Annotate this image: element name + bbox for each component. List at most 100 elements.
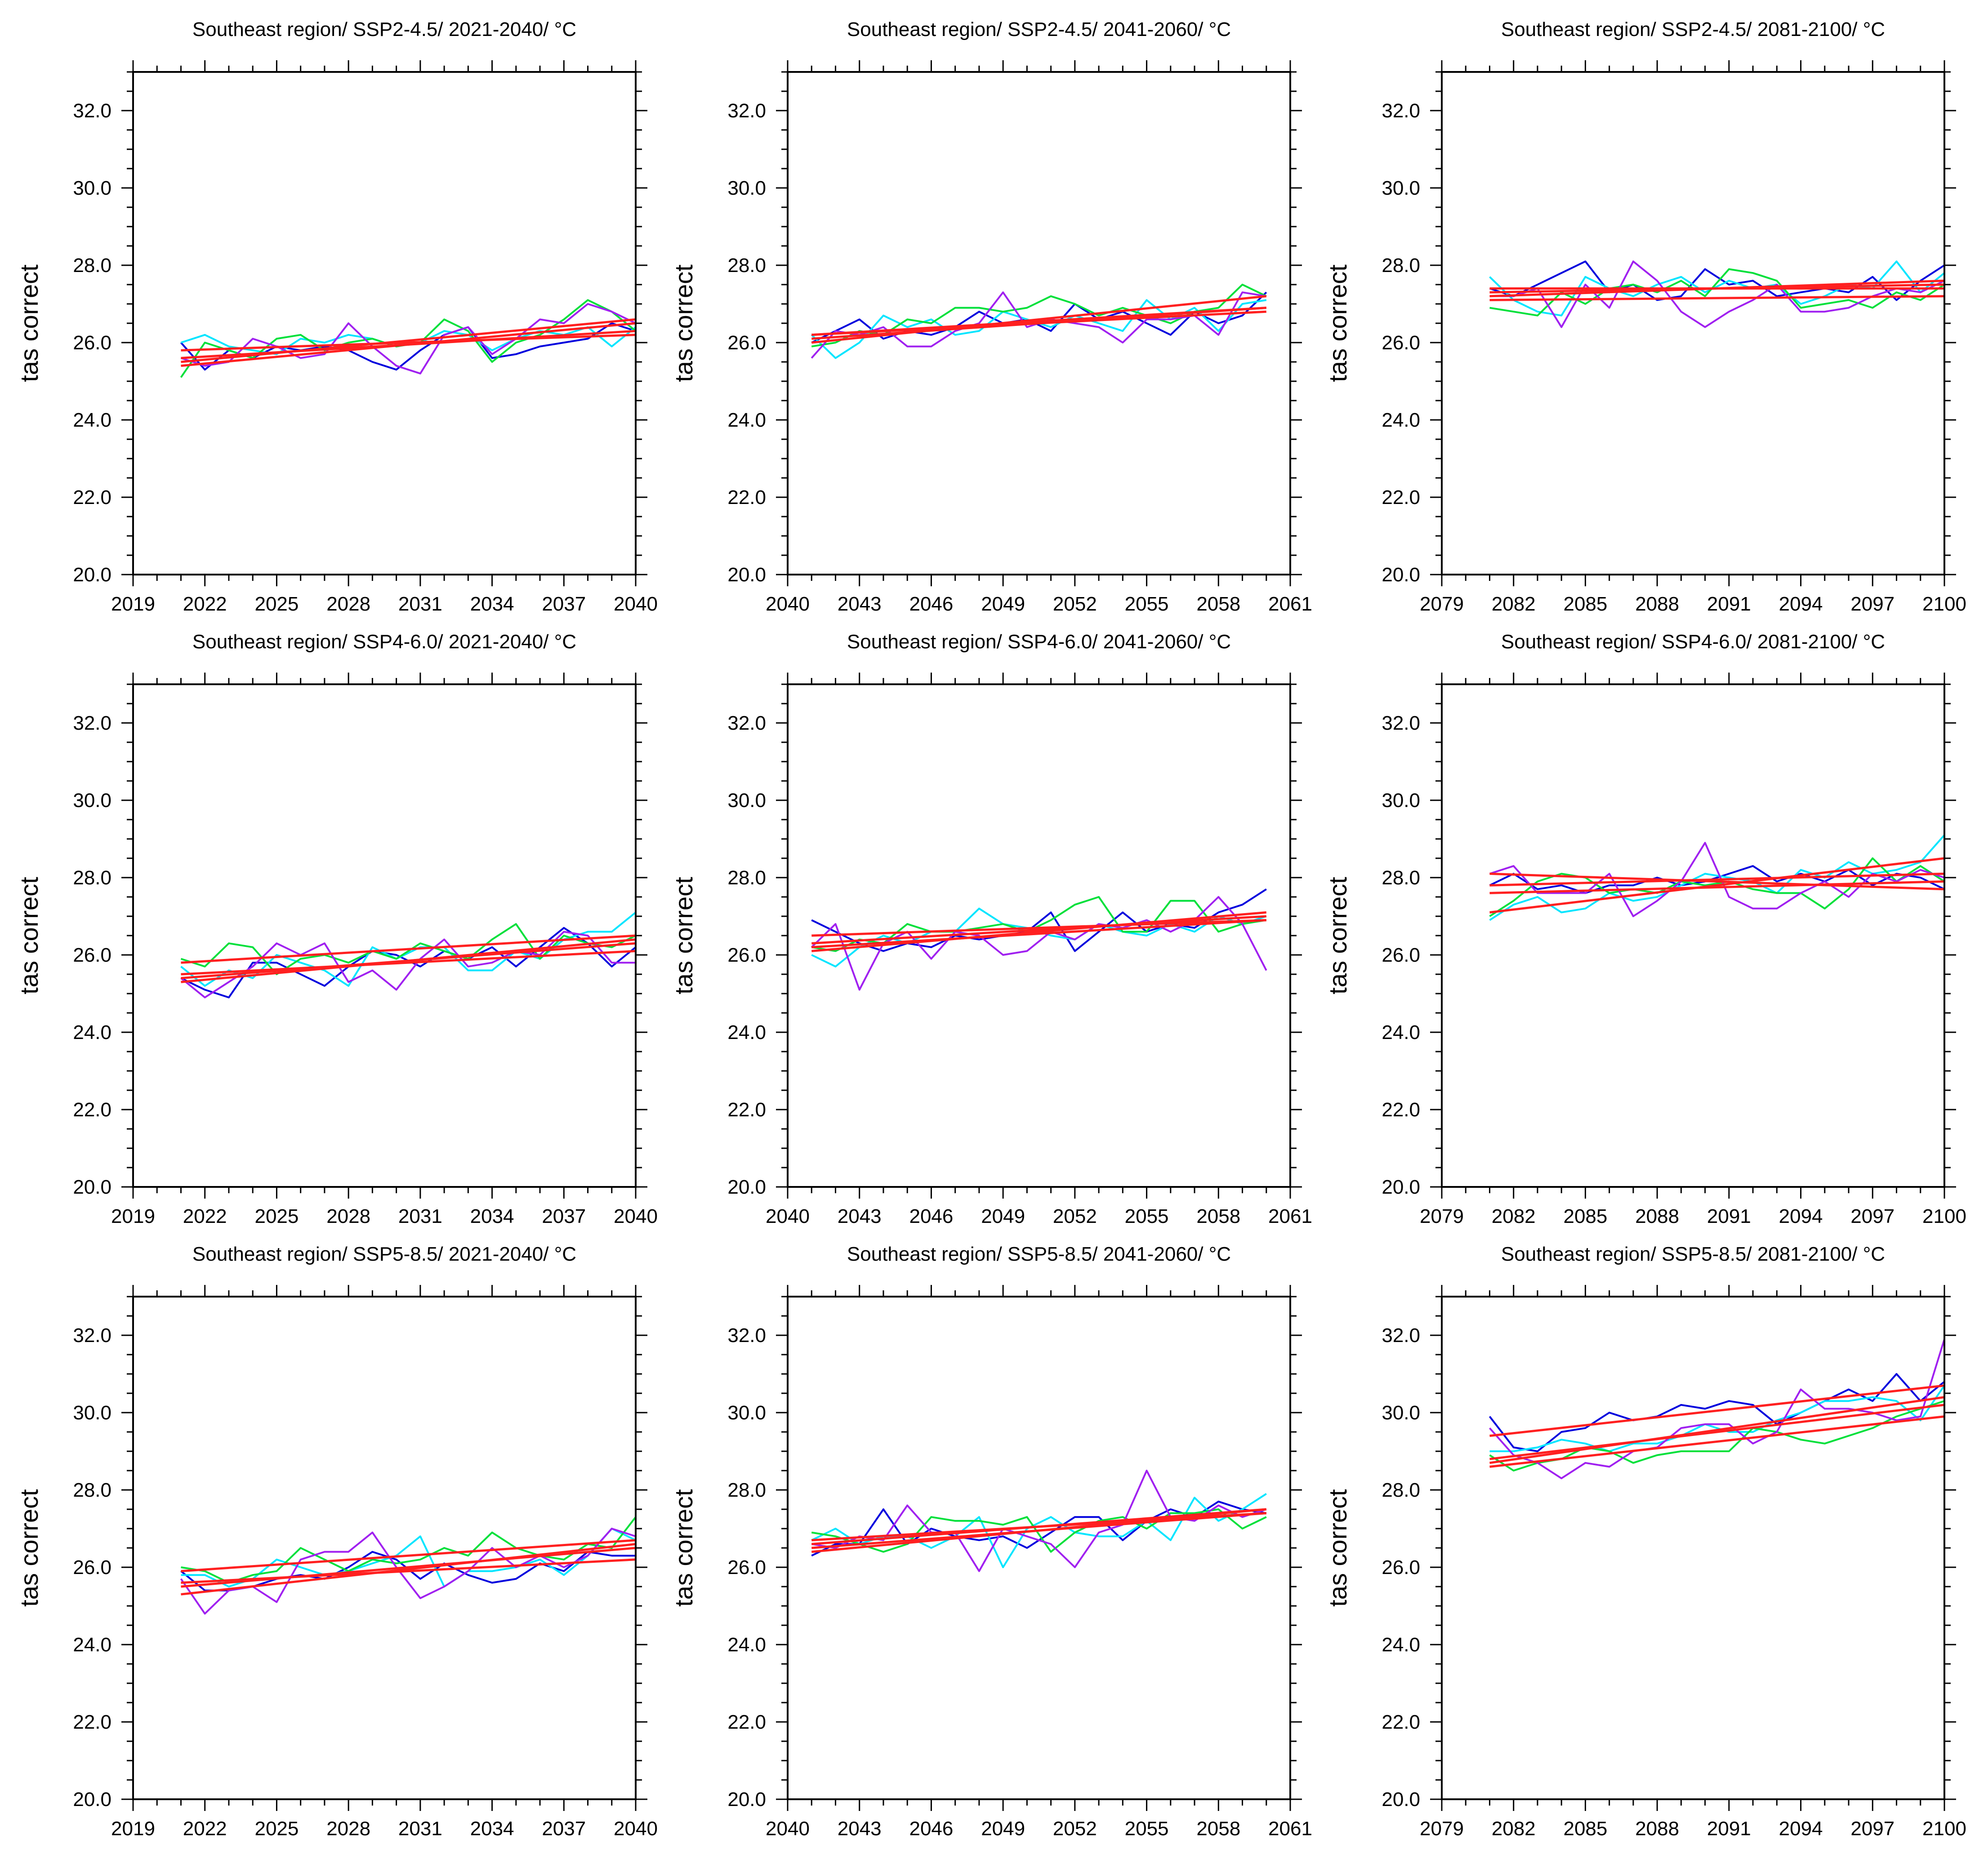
y-tick-label: 28.0 bbox=[727, 254, 766, 276]
x-tick-label: 2031 bbox=[398, 593, 442, 615]
chart-panel-9: Southeast region/ SSP5-8.5/ 2081-2100/ °… bbox=[1324, 1243, 1966, 1840]
series-line-model-3 bbox=[1489, 1400, 1945, 1472]
y-tick-label: 22.0 bbox=[73, 486, 111, 508]
y-axis-label: tas correct bbox=[15, 877, 43, 994]
x-tick-label: 2061 bbox=[1268, 1818, 1312, 1840]
chart-panel-4: Southeast region/ SSP4-6.0/ 2021-2040/ °… bbox=[15, 631, 658, 1227]
y-tick-label: 32.0 bbox=[73, 100, 111, 122]
y-tick-label: 20.0 bbox=[1382, 1788, 1420, 1810]
y-tick-label: 24.0 bbox=[1382, 1634, 1420, 1656]
y-tick-label: 24.0 bbox=[73, 409, 111, 431]
x-tick-label: 2052 bbox=[1053, 593, 1097, 615]
x-tick-label: 2022 bbox=[183, 1205, 227, 1227]
x-tick-label: 2088 bbox=[1635, 1818, 1679, 1840]
x-tick-label: 2094 bbox=[1779, 593, 1823, 615]
plot-frame bbox=[132, 683, 637, 1188]
y-tick-label: 22.0 bbox=[73, 1099, 111, 1121]
x-tick-label: 2040 bbox=[614, 1818, 658, 1840]
chart-title: Southeast region/ SSP5-8.5/ 2081-2100/ °… bbox=[1501, 1243, 1885, 1265]
y-tick-label: 20.0 bbox=[1382, 564, 1420, 586]
y-tick-label: 24.0 bbox=[1382, 409, 1420, 431]
x-tick-label: 2028 bbox=[326, 1205, 370, 1227]
series-line-model-1 bbox=[811, 1500, 1267, 1557]
y-tick-label: 22.0 bbox=[1382, 1711, 1420, 1733]
y-tick-label: 26.0 bbox=[1382, 944, 1420, 966]
plot-frame bbox=[1441, 71, 1945, 575]
chart-panel-8: Southeast region/ SSP5-8.5/ 2041-2060/ °… bbox=[669, 1243, 1312, 1840]
y-tick-label: 20.0 bbox=[727, 1176, 766, 1198]
y-tick-label: 28.0 bbox=[1382, 867, 1420, 889]
series-line-model-4 bbox=[1489, 1339, 1945, 1480]
x-tick-label: 2058 bbox=[1196, 1818, 1240, 1840]
trend-line-4 bbox=[181, 1547, 636, 1588]
y-tick-label: 30.0 bbox=[1382, 177, 1420, 199]
trend-line-3 bbox=[181, 334, 636, 352]
y-tick-label: 30.0 bbox=[1382, 1402, 1420, 1424]
trend-line-4 bbox=[1489, 1396, 1945, 1464]
x-tick-label: 2052 bbox=[1053, 1818, 1097, 1840]
x-tick-label: 2049 bbox=[981, 593, 1025, 615]
x-tick-label: 2091 bbox=[1707, 1205, 1751, 1227]
y-tick-label: 32.0 bbox=[1382, 1324, 1420, 1347]
x-tick-label: 2019 bbox=[111, 1205, 155, 1227]
x-tick-label: 2034 bbox=[470, 1205, 514, 1227]
chart-panel-2: Southeast region/ SSP2-4.5/ 2041-2060/ °… bbox=[669, 18, 1312, 615]
x-tick-label: 2046 bbox=[909, 1818, 953, 1840]
x-tick-label: 2094 bbox=[1779, 1205, 1823, 1227]
y-tick-label: 26.0 bbox=[1382, 1556, 1420, 1579]
y-tick-label: 22.0 bbox=[73, 1711, 111, 1733]
chart-title: Southeast region/ SSP2-4.5/ 2081-2100/ °… bbox=[1501, 18, 1885, 40]
x-tick-label: 2034 bbox=[470, 1818, 514, 1840]
x-tick-label: 2055 bbox=[1125, 593, 1169, 615]
trend-line-4 bbox=[181, 318, 636, 363]
x-tick-label: 2040 bbox=[614, 1205, 658, 1227]
chart-title: Southeast region/ SSP2-4.5/ 2021-2040/ °… bbox=[192, 18, 576, 40]
y-axis-label: tas correct bbox=[15, 1489, 43, 1607]
x-tick-label: 2043 bbox=[838, 1818, 882, 1840]
x-tick-label: 2061 bbox=[1268, 1205, 1312, 1227]
series-line-model-1 bbox=[811, 888, 1267, 952]
trend-line-1 bbox=[811, 911, 1266, 952]
y-axis-label: tas correct bbox=[1324, 877, 1352, 994]
x-tick-label: 2085 bbox=[1563, 593, 1607, 615]
x-tick-label: 2091 bbox=[1707, 1818, 1751, 1840]
series-line-model-1 bbox=[1489, 1373, 1945, 1452]
x-tick-label: 2025 bbox=[254, 1818, 299, 1840]
y-tick-label: 30.0 bbox=[73, 789, 111, 812]
y-tick-label: 28.0 bbox=[727, 867, 766, 889]
series-line-model-2 bbox=[1489, 834, 1945, 921]
chart-panel-7: Southeast region/ SSP5-8.5/ 2021-2040/ °… bbox=[15, 1243, 658, 1840]
chart-title: Southeast region/ SSP4-6.0/ 2081-2100/ °… bbox=[1501, 631, 1885, 653]
y-tick-label: 32.0 bbox=[73, 1324, 111, 1347]
plot-frame bbox=[787, 1296, 1291, 1800]
x-tick-label: 2082 bbox=[1492, 1205, 1536, 1227]
y-tick-label: 22.0 bbox=[1382, 486, 1420, 508]
y-tick-label: 28.0 bbox=[73, 867, 111, 889]
x-tick-label: 2058 bbox=[1196, 1205, 1240, 1227]
trend-line-3 bbox=[181, 1539, 636, 1573]
x-tick-label: 2040 bbox=[766, 1818, 810, 1840]
plot-frame bbox=[132, 1296, 637, 1800]
x-tick-label: 2097 bbox=[1850, 1818, 1894, 1840]
trend-line-4 bbox=[1489, 872, 1945, 891]
plot-frame bbox=[132, 71, 637, 575]
series-line-model-3 bbox=[180, 299, 637, 378]
series-line-model-2 bbox=[181, 1528, 636, 1588]
x-tick-label: 2031 bbox=[398, 1205, 442, 1227]
x-tick-label: 2079 bbox=[1420, 1205, 1464, 1227]
x-tick-label: 2046 bbox=[909, 593, 953, 615]
chart-panel-1: Southeast region/ SSP2-4.5/ 2021-2040/ °… bbox=[15, 18, 658, 615]
trend-line-1 bbox=[1489, 857, 1945, 914]
x-tick-label: 2097 bbox=[1850, 1205, 1894, 1227]
x-tick-label: 2058 bbox=[1196, 593, 1240, 615]
x-tick-label: 2028 bbox=[326, 593, 370, 615]
x-tick-label: 2022 bbox=[183, 1818, 227, 1840]
trend-line-2 bbox=[1489, 295, 1945, 301]
trend-line-3 bbox=[181, 934, 636, 964]
series-line-model-4 bbox=[180, 303, 636, 375]
x-tick-label: 2037 bbox=[542, 1205, 586, 1227]
chart-title: Southeast region/ SSP2-4.5/ 2041-2060/ °… bbox=[847, 18, 1231, 40]
series-line-model-3 bbox=[181, 1516, 637, 1584]
x-tick-label: 2025 bbox=[254, 593, 299, 615]
series-line-model-3 bbox=[1489, 857, 1945, 917]
